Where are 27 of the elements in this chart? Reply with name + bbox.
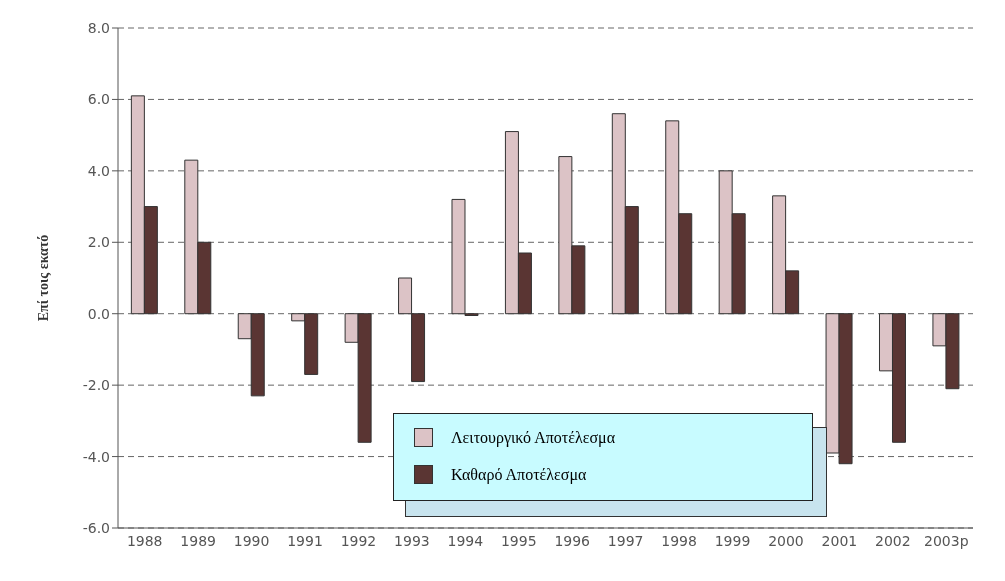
y-tick-label: -2.0 [82, 377, 110, 394]
x-tick-label: 1990 [233, 532, 270, 549]
x-tick-label: 1992 [340, 532, 377, 549]
x-tick-label: 1999 [714, 532, 751, 549]
x-tick-label: 1991 [287, 532, 323, 549]
x-tick-label: 1997 [607, 532, 644, 549]
y-tick-label: 8.0 [87, 19, 110, 36]
y-tick-label: 4.0 [87, 162, 110, 179]
y-tick-label: 6.0 [87, 91, 110, 108]
y-tick-label: -6.0 [82, 519, 110, 536]
legend-label: Καθαρό Αποτέλεσμα [451, 465, 587, 484]
x-tick-label: 1996 [554, 532, 591, 549]
x-tick-label: 2002 [875, 532, 911, 549]
x-tick-label: 1988 [126, 532, 163, 549]
x-tick-label: 1998 [661, 532, 697, 549]
legend-label: Λειτουργικό Αποτέλεσμα [451, 428, 616, 447]
x-tick-label: 1994 [447, 532, 484, 549]
y-tick-label: 2.0 [87, 234, 110, 251]
x-tick-label: 2003p [924, 532, 969, 549]
y-axis-title: Επί τοις εκατό [35, 234, 51, 322]
x-tick-label: 1993 [394, 532, 430, 549]
x-tick-label: 1995 [500, 532, 537, 549]
x-tick-label: 1989 [180, 532, 216, 549]
y-tick-label: 0.0 [87, 305, 110, 322]
x-tick-label: 2001 [821, 532, 858, 549]
x-tick-label: 2000 [768, 532, 804, 549]
y-tick-label: -4.0 [82, 448, 110, 465]
